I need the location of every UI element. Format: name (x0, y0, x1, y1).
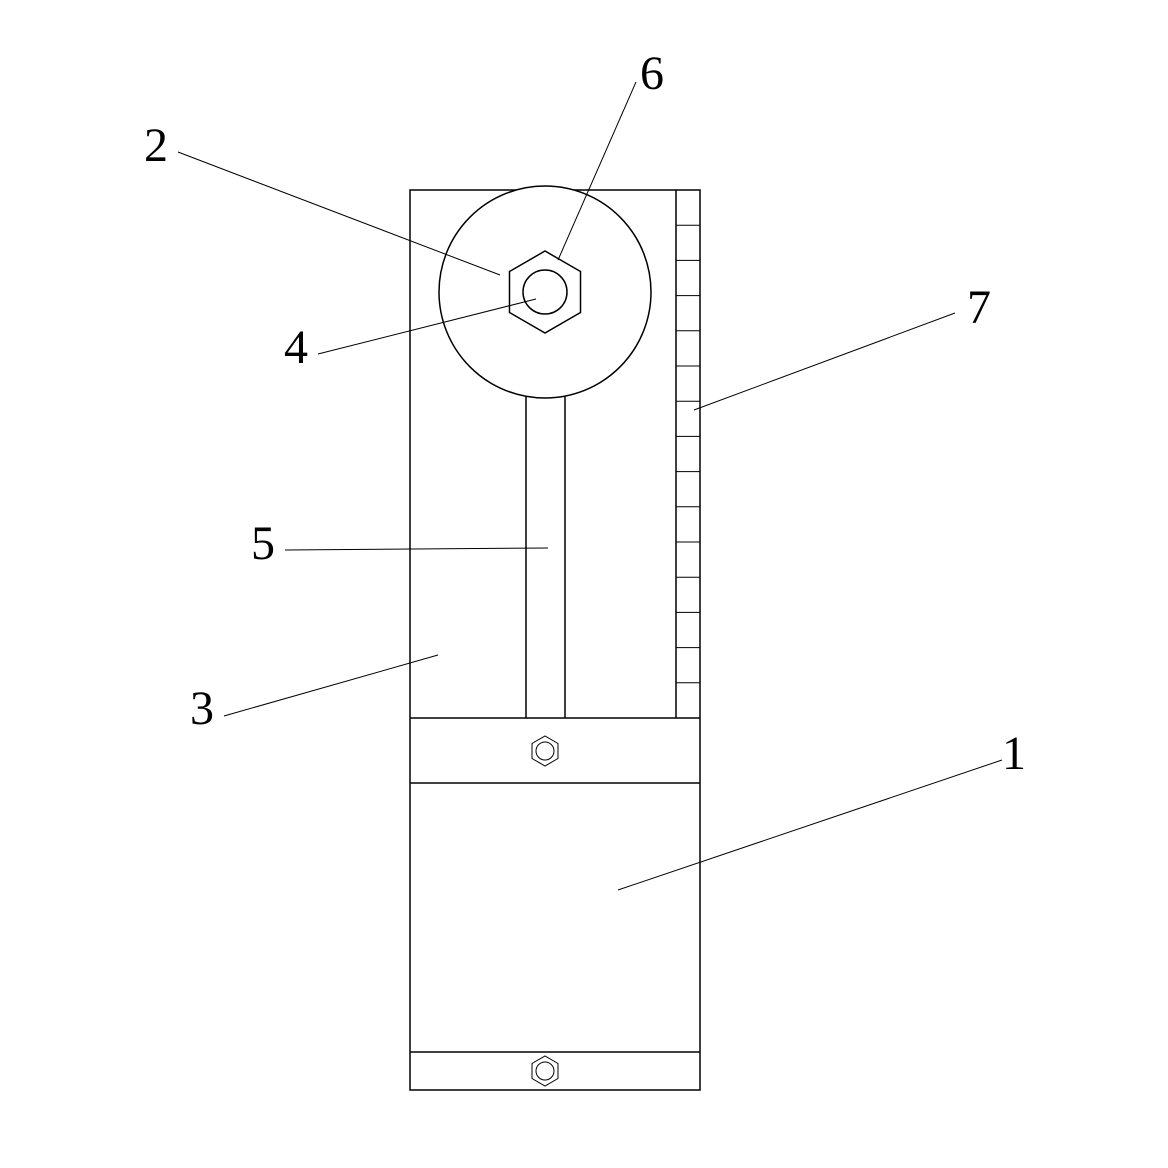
svg-text:5: 5 (251, 517, 275, 570)
svg-text:3: 3 (190, 682, 214, 735)
svg-text:4: 4 (284, 321, 308, 374)
svg-text:7: 7 (967, 281, 991, 334)
svg-text:6: 6 (640, 47, 664, 100)
svg-text:2: 2 (144, 119, 168, 172)
svg-text:1: 1 (1002, 727, 1026, 780)
